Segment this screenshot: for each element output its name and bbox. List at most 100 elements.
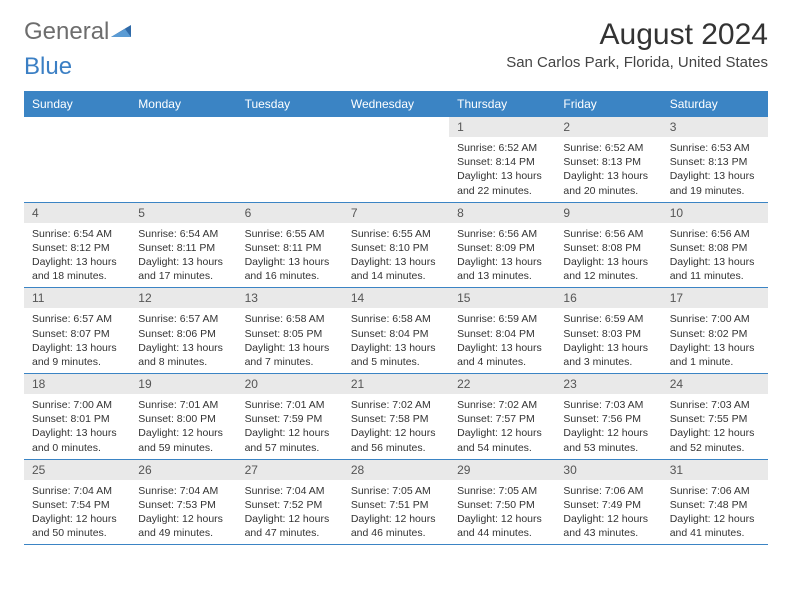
day-info: Sunrise: 6:58 AMSunset: 8:04 PMDaylight:… xyxy=(343,308,449,373)
calendar-cell: 15Sunrise: 6:59 AMSunset: 8:04 PMDayligh… xyxy=(449,288,555,373)
day-number: 28 xyxy=(343,460,449,480)
day-number: 21 xyxy=(343,374,449,394)
day-number: 17 xyxy=(662,288,768,308)
calendar-cell: 14Sunrise: 6:58 AMSunset: 8:04 PMDayligh… xyxy=(343,288,449,373)
calendar-cell: 31Sunrise: 7:06 AMSunset: 7:48 PMDayligh… xyxy=(662,460,768,545)
day-number: 15 xyxy=(449,288,555,308)
day-number: 22 xyxy=(449,374,555,394)
day-info: Sunrise: 6:54 AMSunset: 8:11 PMDaylight:… xyxy=(130,223,236,288)
day-info: Sunrise: 6:56 AMSunset: 8:08 PMDaylight:… xyxy=(662,223,768,288)
calendar-cell: 13Sunrise: 6:58 AMSunset: 8:05 PMDayligh… xyxy=(237,288,343,373)
calendar-cell: 21Sunrise: 7:02 AMSunset: 7:58 PMDayligh… xyxy=(343,374,449,459)
calendar-cell: 11Sunrise: 6:57 AMSunset: 8:07 PMDayligh… xyxy=(24,288,130,373)
calendar-cell: 16Sunrise: 6:59 AMSunset: 8:03 PMDayligh… xyxy=(555,288,661,373)
day-info: Sunrise: 6:52 AMSunset: 8:14 PMDaylight:… xyxy=(449,137,555,202)
calendar-row: 4Sunrise: 6:54 AMSunset: 8:12 PMDaylight… xyxy=(24,203,768,289)
day-info: Sunrise: 6:56 AMSunset: 8:08 PMDaylight:… xyxy=(555,223,661,288)
day-info: Sunrise: 6:57 AMSunset: 8:07 PMDaylight:… xyxy=(24,308,130,373)
day-info: Sunrise: 6:57 AMSunset: 8:06 PMDaylight:… xyxy=(130,308,236,373)
calendar-cell: 29Sunrise: 7:05 AMSunset: 7:50 PMDayligh… xyxy=(449,460,555,545)
calendar-row: 18Sunrise: 7:00 AMSunset: 8:01 PMDayligh… xyxy=(24,374,768,460)
day-number: 31 xyxy=(662,460,768,480)
day-info: Sunrise: 7:04 AMSunset: 7:52 PMDaylight:… xyxy=(237,480,343,545)
day-info: Sunrise: 6:58 AMSunset: 8:05 PMDaylight:… xyxy=(237,308,343,373)
calendar-cell: 30Sunrise: 7:06 AMSunset: 7:49 PMDayligh… xyxy=(555,460,661,545)
day-number: 23 xyxy=(555,374,661,394)
calendar-cell: 23Sunrise: 7:03 AMSunset: 7:56 PMDayligh… xyxy=(555,374,661,459)
col-head-sat: Saturday xyxy=(662,91,768,117)
day-info: Sunrise: 6:52 AMSunset: 8:13 PMDaylight:… xyxy=(555,137,661,202)
day-info: Sunrise: 7:00 AMSunset: 8:01 PMDaylight:… xyxy=(24,394,130,459)
col-head-fri: Friday xyxy=(555,91,661,117)
month-title: August 2024 xyxy=(506,18,768,52)
col-head-wed: Wednesday xyxy=(343,91,449,117)
day-info: Sunrise: 7:02 AMSunset: 7:58 PMDaylight:… xyxy=(343,394,449,459)
day-info: Sunrise: 6:56 AMSunset: 8:09 PMDaylight:… xyxy=(449,223,555,288)
calendar-cell: 2Sunrise: 6:52 AMSunset: 8:13 PMDaylight… xyxy=(555,117,661,202)
logo-text-blue: Blue xyxy=(24,53,72,81)
day-info: Sunrise: 6:54 AMSunset: 8:12 PMDaylight:… xyxy=(24,223,130,288)
day-info: Sunrise: 7:02 AMSunset: 7:57 PMDaylight:… xyxy=(449,394,555,459)
calendar-cell: 22Sunrise: 7:02 AMSunset: 7:57 PMDayligh… xyxy=(449,374,555,459)
calendar-cell: 24Sunrise: 7:03 AMSunset: 7:55 PMDayligh… xyxy=(662,374,768,459)
col-head-tue: Tuesday xyxy=(237,91,343,117)
day-number: 18 xyxy=(24,374,130,394)
day-info: Sunrise: 7:05 AMSunset: 7:50 PMDaylight:… xyxy=(449,480,555,545)
location-line: San Carlos Park, Florida, United States xyxy=(506,54,768,71)
title-block: August 2024 San Carlos Park, Florida, Un… xyxy=(506,18,768,71)
day-info: Sunrise: 7:06 AMSunset: 7:48 PMDaylight:… xyxy=(662,480,768,545)
calendar-cell: 4Sunrise: 6:54 AMSunset: 8:12 PMDaylight… xyxy=(24,203,130,288)
day-info: Sunrise: 6:53 AMSunset: 8:13 PMDaylight:… xyxy=(662,137,768,202)
day-number: 6 xyxy=(237,203,343,223)
day-number: 1 xyxy=(449,117,555,137)
day-number: 5 xyxy=(130,203,236,223)
calendar-row: 25Sunrise: 7:04 AMSunset: 7:54 PMDayligh… xyxy=(24,460,768,546)
day-number: 30 xyxy=(555,460,661,480)
day-number: 11 xyxy=(24,288,130,308)
day-number: 10 xyxy=(662,203,768,223)
day-number: 9 xyxy=(555,203,661,223)
calendar-row: 11Sunrise: 6:57 AMSunset: 8:07 PMDayligh… xyxy=(24,288,768,374)
day-info: Sunrise: 7:03 AMSunset: 7:56 PMDaylight:… xyxy=(555,394,661,459)
day-info: Sunrise: 6:55 AMSunset: 8:11 PMDaylight:… xyxy=(237,223,343,288)
logo: General xyxy=(24,18,133,46)
calendar-cell: 6Sunrise: 6:55 AMSunset: 8:11 PMDaylight… xyxy=(237,203,343,288)
calendar: Sunday Monday Tuesday Wednesday Thursday… xyxy=(24,91,768,545)
day-number: 20 xyxy=(237,374,343,394)
col-head-mon: Monday xyxy=(130,91,236,117)
calendar-row: 1Sunrise: 6:52 AMSunset: 8:14 PMDaylight… xyxy=(24,117,768,203)
day-info: Sunrise: 7:04 AMSunset: 7:54 PMDaylight:… xyxy=(24,480,130,545)
logo-text-general: General xyxy=(24,18,109,46)
calendar-cell: 5Sunrise: 6:54 AMSunset: 8:11 PMDaylight… xyxy=(130,203,236,288)
day-info: Sunrise: 6:55 AMSunset: 8:10 PMDaylight:… xyxy=(343,223,449,288)
day-info: Sunrise: 7:00 AMSunset: 8:02 PMDaylight:… xyxy=(662,308,768,373)
day-number: 26 xyxy=(130,460,236,480)
day-number: 14 xyxy=(343,288,449,308)
day-info: Sunrise: 7:05 AMSunset: 7:51 PMDaylight:… xyxy=(343,480,449,545)
calendar-cell xyxy=(130,117,236,202)
day-info: Sunrise: 7:04 AMSunset: 7:53 PMDaylight:… xyxy=(130,480,236,545)
calendar-cell: 8Sunrise: 6:56 AMSunset: 8:09 PMDaylight… xyxy=(449,203,555,288)
day-info: Sunrise: 7:03 AMSunset: 7:55 PMDaylight:… xyxy=(662,394,768,459)
calendar-cell: 10Sunrise: 6:56 AMSunset: 8:08 PMDayligh… xyxy=(662,203,768,288)
calendar-cell xyxy=(237,117,343,202)
day-number: 25 xyxy=(24,460,130,480)
col-head-sun: Sunday xyxy=(24,91,130,117)
day-info: Sunrise: 6:59 AMSunset: 8:04 PMDaylight:… xyxy=(449,308,555,373)
calendar-cell: 18Sunrise: 7:00 AMSunset: 8:01 PMDayligh… xyxy=(24,374,130,459)
calendar-header-row: Sunday Monday Tuesday Wednesday Thursday… xyxy=(24,91,768,117)
day-number: 24 xyxy=(662,374,768,394)
day-info: Sunrise: 7:01 AMSunset: 8:00 PMDaylight:… xyxy=(130,394,236,459)
calendar-cell: 17Sunrise: 7:00 AMSunset: 8:02 PMDayligh… xyxy=(662,288,768,373)
logo-triangle-icon xyxy=(111,23,133,39)
calendar-cell: 19Sunrise: 7:01 AMSunset: 8:00 PMDayligh… xyxy=(130,374,236,459)
day-number: 19 xyxy=(130,374,236,394)
calendar-cell: 25Sunrise: 7:04 AMSunset: 7:54 PMDayligh… xyxy=(24,460,130,545)
day-number: 3 xyxy=(662,117,768,137)
calendar-cell xyxy=(343,117,449,202)
day-number: 2 xyxy=(555,117,661,137)
calendar-cell: 9Sunrise: 6:56 AMSunset: 8:08 PMDaylight… xyxy=(555,203,661,288)
day-number: 27 xyxy=(237,460,343,480)
day-info: Sunrise: 7:01 AMSunset: 7:59 PMDaylight:… xyxy=(237,394,343,459)
calendar-cell: 28Sunrise: 7:05 AMSunset: 7:51 PMDayligh… xyxy=(343,460,449,545)
